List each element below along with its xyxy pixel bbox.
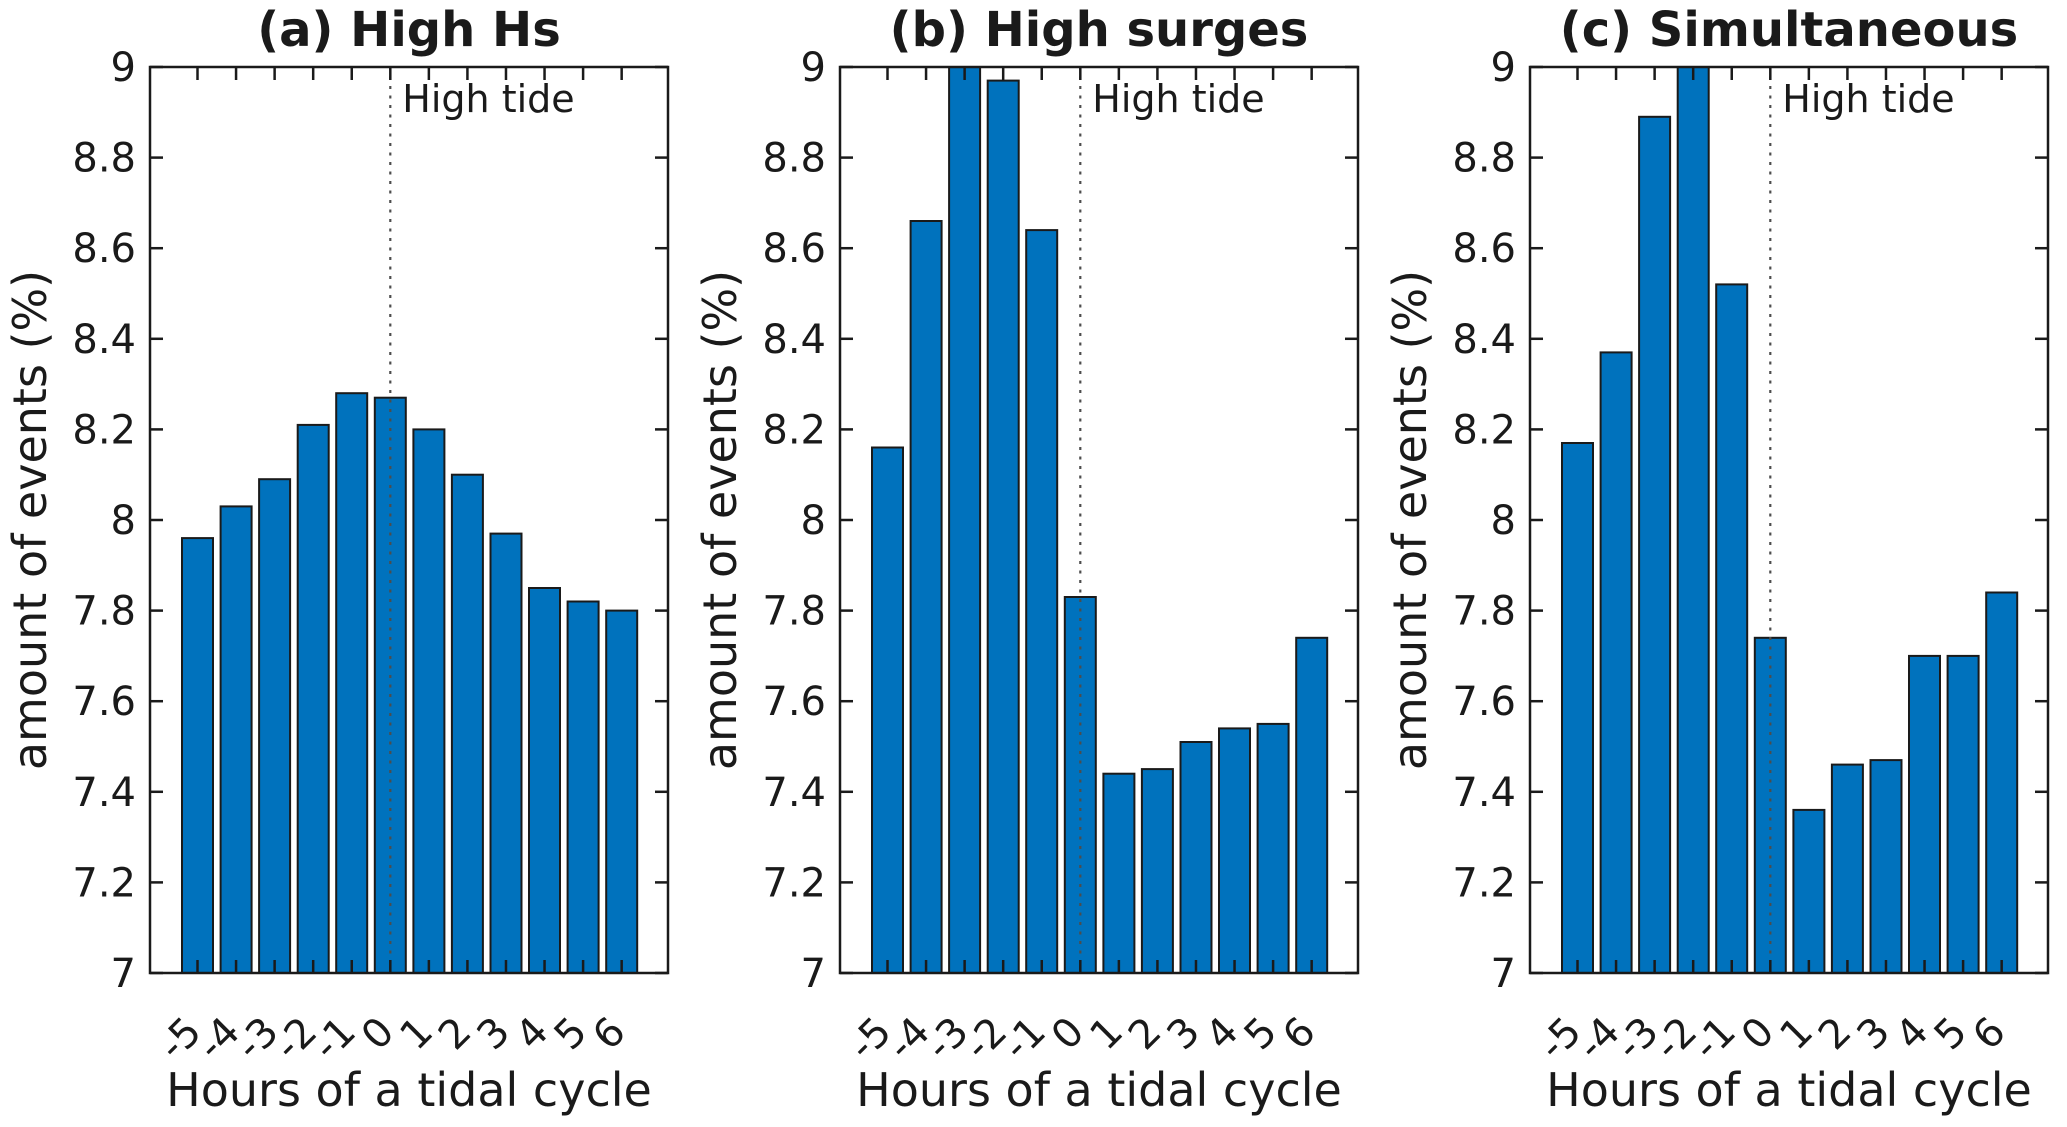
y-tick-label: 8.4 (1452, 317, 1516, 363)
y-axis-label: amount of events (%) (1383, 270, 1437, 770)
bar--2 (986, 79, 1020, 975)
y-tick-label: 7.6 (762, 679, 826, 725)
y-tick-label: 7 (111, 951, 136, 997)
bar-6 (605, 609, 639, 974)
y-tick-label: 8 (1491, 498, 1516, 544)
bar-3 (489, 532, 523, 974)
y-tick-label: 8 (801, 498, 826, 544)
y-tick-label: 8.4 (762, 317, 826, 363)
bar-3 (1179, 741, 1213, 974)
y-tick-label: 8.4 (72, 317, 136, 363)
bar-2 (1140, 768, 1174, 974)
bar--2 (296, 423, 330, 974)
y-tick-label: 8.8 (762, 136, 826, 182)
bar-2 (450, 473, 484, 974)
panel-a: -5-4-3-2-1012345677.27.47.67.888.28.48.6… (3, 2, 670, 1117)
bar-0 (1063, 596, 1097, 974)
y-tick-label: 8.6 (762, 226, 826, 272)
bar-3 (1869, 759, 1903, 974)
y-tick-label: 7.2 (762, 860, 826, 906)
y-axis-label: amount of events (%) (3, 270, 57, 770)
y-tick-label: 7.8 (72, 589, 136, 635)
bar--4 (219, 505, 253, 974)
y-tick-label: 9 (1491, 45, 1516, 91)
panel-title: (c) Simultaneous (1560, 2, 2018, 58)
high-tide-label: High tide (1782, 77, 1954, 121)
bar--1 (1025, 229, 1059, 975)
bar--3 (1638, 115, 1672, 975)
high-tide-label: High tide (1092, 77, 1264, 121)
y-tick-label: 8.6 (72, 226, 136, 272)
bar--5 (1561, 442, 1594, 974)
y-tick-label: 7.2 (72, 860, 136, 906)
x-axis-label: Hours of a tidal cycle (1546, 1063, 2032, 1117)
y-tick-label: 8.2 (762, 407, 826, 453)
bar--3 (258, 478, 292, 974)
bar--3 (948, 66, 982, 974)
y-tick-label: 7.8 (762, 589, 826, 635)
panel-c: -5-4-3-2-1012345677.27.47.67.888.28.48.6… (1383, 2, 2050, 1117)
y-tick-label: 7 (1491, 951, 1516, 997)
bar--5 (181, 537, 214, 974)
bar-5 (1946, 654, 1980, 975)
bar-1 (1792, 808, 1826, 975)
y-tick-label: 8 (111, 498, 136, 544)
y-tick-label: 9 (111, 45, 136, 91)
y-tick-label: 8.6 (1452, 226, 1516, 272)
bar--5 (871, 446, 904, 974)
bar-6 (1985, 591, 2019, 974)
bar-5 (1256, 722, 1290, 975)
bar-6 (1295, 636, 1329, 974)
bar-4 (1908, 654, 1941, 975)
y-tick-label: 7.6 (1452, 679, 1516, 725)
y-tick-label: 9 (801, 45, 826, 91)
y-tick-label: 8.8 (1452, 136, 1516, 182)
y-tick-label: 7.6 (72, 679, 136, 725)
bar--2 (1676, 66, 1710, 974)
x-axis-label: Hours of a tidal cycle (166, 1063, 652, 1117)
panel-title: (b) High surges (890, 2, 1309, 58)
bar--4 (909, 220, 943, 974)
bar-1 (412, 428, 446, 974)
x-axis-label: Hours of a tidal cycle (856, 1063, 1342, 1117)
panel-title: (a) High Hs (257, 2, 561, 58)
y-tick-label: 7.8 (1452, 589, 1516, 635)
y-tick-label: 8.8 (72, 136, 136, 182)
y-tick-label: 7 (801, 951, 826, 997)
bar--4 (1599, 351, 1633, 974)
y-tick-label: 8.2 (1452, 407, 1516, 453)
y-tick-label: 7.2 (1452, 860, 1516, 906)
high-tide-label: High tide (402, 77, 574, 121)
bar--1 (1715, 283, 1749, 974)
bar-5 (566, 600, 600, 974)
bar-4 (1218, 727, 1251, 975)
bar-2 (1830, 763, 1864, 974)
bar-4 (528, 587, 561, 974)
bar--1 (335, 392, 369, 974)
y-tick-label: 8.2 (72, 407, 136, 453)
y-tick-label: 7.4 (1452, 770, 1516, 816)
y-tick-label: 7.4 (72, 770, 136, 816)
y-axis-label: amount of events (%) (693, 270, 747, 770)
y-tick-label: 7.4 (762, 770, 826, 816)
bar-1 (1102, 772, 1136, 975)
panel-b: -5-4-3-2-1012345677.27.47.67.888.28.48.6… (693, 2, 1360, 1117)
